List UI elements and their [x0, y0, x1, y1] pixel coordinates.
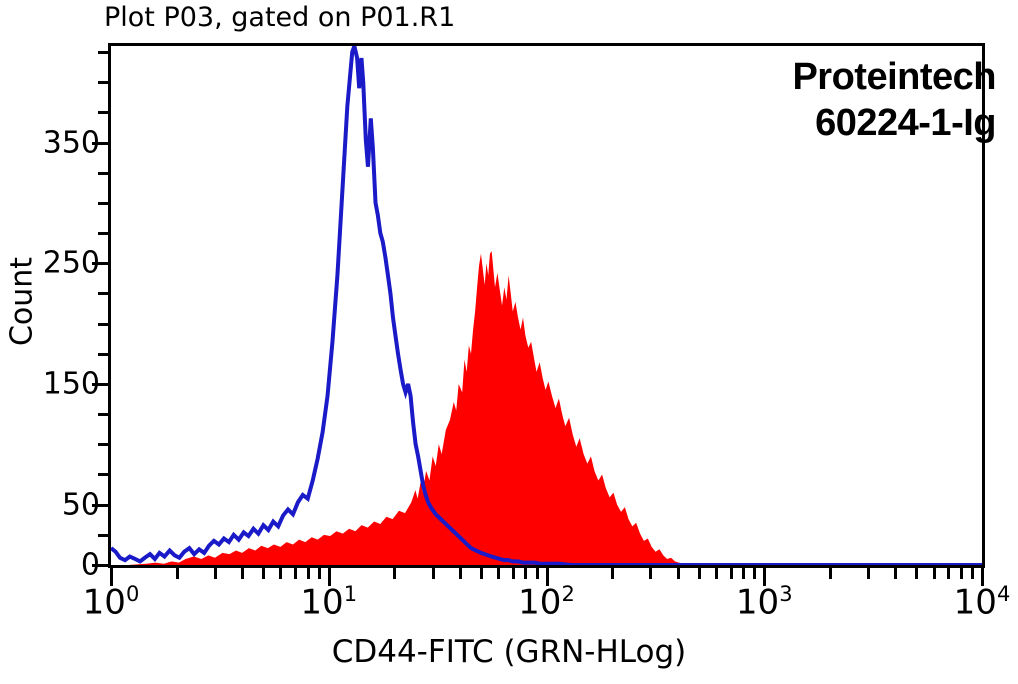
plot-area — [108, 43, 985, 568]
x-tick-label: 100 — [83, 582, 140, 622]
x-tick-exponent: 2 — [561, 582, 575, 606]
x-tick-exponent: 0 — [125, 582, 140, 606]
x-tick-label: 102 — [518, 582, 575, 622]
x-tick-minor — [971, 568, 975, 579]
x-tick-minor — [294, 568, 298, 579]
x-tick-minor — [524, 568, 528, 579]
y-tick-minor — [98, 533, 108, 537]
x-tick-major — [110, 568, 113, 586]
x-tick-minor — [959, 568, 963, 579]
x-tick-major — [763, 568, 767, 586]
x-tick-minor — [729, 568, 733, 579]
y-tick-minor — [98, 443, 108, 447]
x-tick-minor — [511, 568, 515, 579]
watermark-brand: Proteintech — [792, 56, 996, 98]
x-tick-base: 10 — [300, 582, 344, 623]
x-tick-minor — [279, 568, 283, 579]
x-tick-minor — [497, 568, 501, 579]
x-tick-exponent: 3 — [779, 582, 793, 606]
x-tick-minor — [317, 568, 321, 579]
x-tick-base: 10 — [735, 582, 780, 623]
y-tick-minor — [98, 473, 108, 477]
x-tick-minor — [175, 568, 179, 579]
x-axis-title: CD44-FITC (GRN-HLog) — [331, 634, 687, 670]
x-tick-exponent: 1 — [343, 582, 358, 606]
x-tick-minor — [697, 568, 701, 579]
y-tick-major — [92, 262, 108, 266]
x-tick-minor — [393, 568, 397, 579]
x-tick-minor — [479, 568, 483, 579]
y-tick-label: 0 — [80, 547, 100, 583]
x-tick-minor — [458, 568, 462, 579]
x-tick-major — [545, 568, 549, 586]
y-tick-label: 150 — [42, 366, 100, 402]
x-tick-label: 104 — [954, 582, 1011, 622]
x-tick-label: 103 — [736, 582, 793, 622]
y-tick-minor — [98, 352, 108, 356]
x-tick-minor — [753, 568, 757, 579]
y-tick-minor — [98, 292, 108, 296]
y-axis-tick-labels: 0 50 150 250 350 — [0, 0, 100, 684]
x-tick-minor — [947, 568, 951, 579]
plot-title: Plot P03, gated on P01.R1 — [104, 2, 456, 33]
x-tick-minor — [676, 568, 680, 579]
x-tick-minor — [213, 568, 217, 579]
x-tick-base: 10 — [518, 582, 562, 623]
x-tick-minor — [714, 568, 718, 579]
x-tick-minor — [828, 568, 832, 579]
x-tick-minor — [915, 568, 919, 579]
brand-watermark: Proteintech 60224-1-Ig — [792, 54, 996, 147]
watermark-catalog-number: 60224-1-Ig — [815, 102, 996, 145]
x-tick-label: 101 — [300, 582, 357, 622]
x-tick-minor — [894, 568, 898, 579]
y-tick-minor — [98, 51, 108, 55]
histogram-canvas — [111, 46, 982, 565]
x-tick-base: 10 — [82, 582, 126, 623]
y-tick-minor — [98, 232, 108, 236]
x-tick-base: 10 — [953, 582, 997, 623]
x-tick-exponent: 4 — [996, 582, 1011, 606]
x-tick-minor — [535, 568, 539, 579]
y-tick-minor — [98, 413, 108, 417]
y-tick-minor — [98, 322, 108, 326]
y-tick-major — [92, 503, 108, 507]
x-tick-minor — [262, 568, 266, 579]
stained-histogram-fill — [111, 251, 982, 565]
x-tick-major — [981, 568, 984, 586]
y-tick-major — [92, 141, 108, 145]
y-tick-major — [92, 564, 108, 567]
x-tick-minor — [867, 568, 871, 579]
y-tick-label: 250 — [42, 245, 100, 281]
x-tick-minor — [306, 568, 310, 579]
x-tick-major — [327, 568, 331, 586]
y-axis-title: Count — [4, 256, 40, 347]
y-tick-minor — [98, 201, 108, 205]
x-tick-minor — [241, 568, 245, 579]
x-tick-minor — [932, 568, 936, 579]
y-tick-minor — [98, 111, 108, 115]
y-tick-minor — [98, 81, 108, 85]
y-tick-major — [92, 382, 108, 386]
y-tick-label: 350 — [42, 125, 100, 161]
isotype-histogram-line — [111, 46, 982, 565]
x-tick-minor — [431, 568, 435, 579]
y-tick-minor — [98, 171, 108, 175]
x-tick-minor — [742, 568, 746, 579]
x-tick-minor — [649, 568, 653, 579]
x-tick-minor — [611, 568, 615, 579]
